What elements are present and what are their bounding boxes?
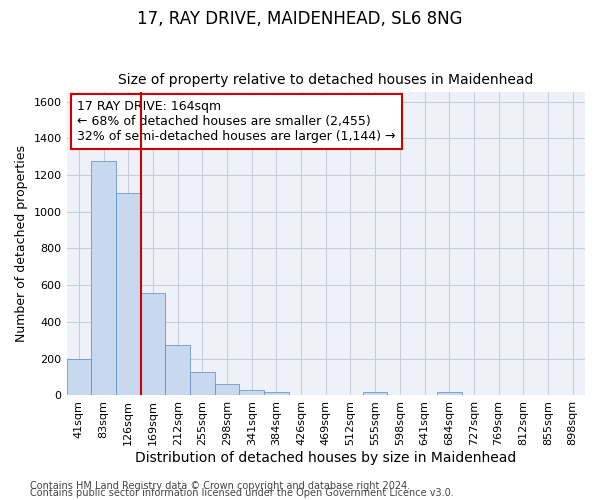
- Text: Contains HM Land Registry data © Crown copyright and database right 2024.: Contains HM Land Registry data © Crown c…: [30, 481, 410, 491]
- Bar: [116, 194, 140, 396]
- X-axis label: Distribution of detached houses by size in Maidenhead: Distribution of detached houses by size …: [135, 451, 517, 465]
- Text: 17 RAY DRIVE: 164sqm
← 68% of detached houses are smaller (2,455)
32% of semi-de: 17 RAY DRIVE: 164sqm ← 68% of detached h…: [77, 100, 395, 143]
- Y-axis label: Number of detached properties: Number of detached properties: [15, 146, 28, 342]
- Title: Size of property relative to detached houses in Maidenhead: Size of property relative to detached ho…: [118, 73, 533, 87]
- Bar: [437, 392, 461, 396]
- Bar: [264, 392, 289, 396]
- Bar: [215, 384, 239, 396]
- Text: Contains public sector information licensed under the Open Government Licence v3: Contains public sector information licen…: [30, 488, 454, 498]
- Bar: [190, 372, 215, 396]
- Bar: [140, 294, 165, 396]
- Text: 17, RAY DRIVE, MAIDENHEAD, SL6 8NG: 17, RAY DRIVE, MAIDENHEAD, SL6 8NG: [137, 10, 463, 28]
- Bar: [165, 345, 190, 396]
- Bar: [239, 390, 264, 396]
- Bar: [91, 161, 116, 396]
- Bar: [363, 392, 388, 396]
- Bar: [67, 358, 91, 396]
